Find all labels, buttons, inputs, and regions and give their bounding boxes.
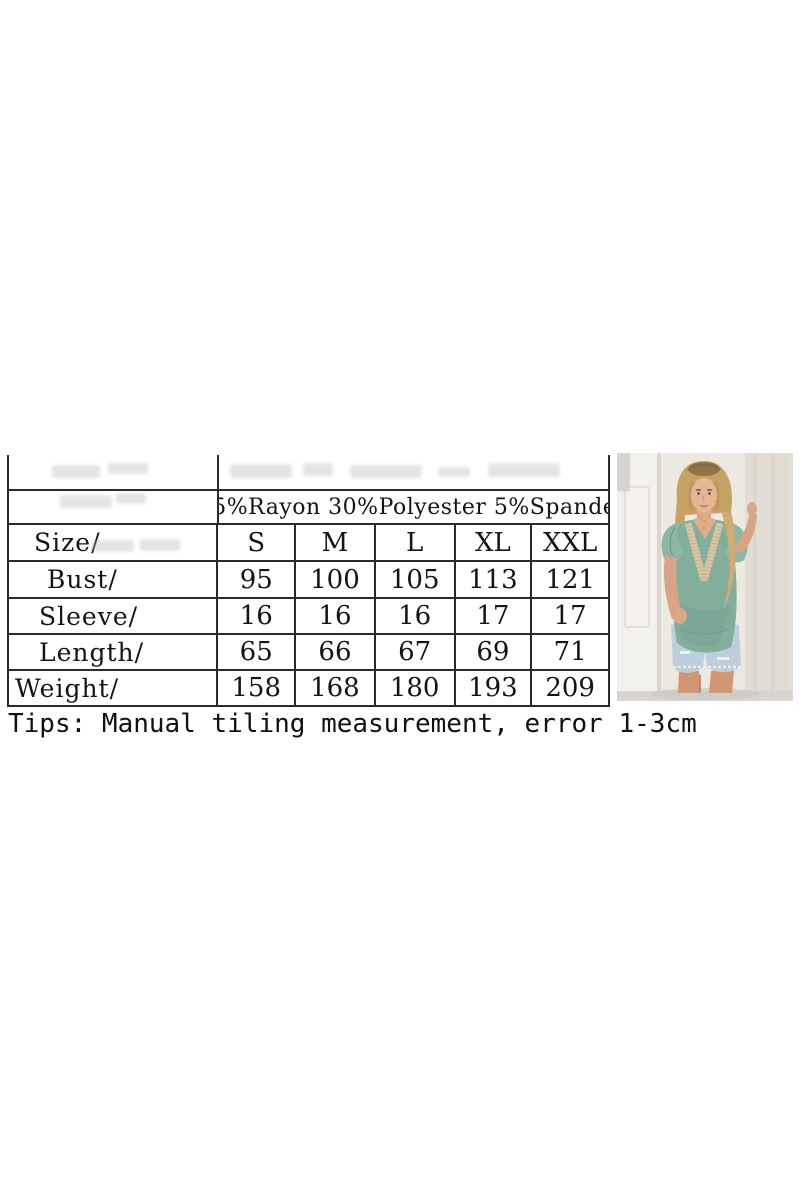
bust-xl: 113	[456, 562, 533, 597]
floor-shadow	[649, 688, 761, 700]
table-row-size-header: Size/ S M L XL XXL	[9, 525, 608, 562]
table-row-bust: Bust/ 95 100 105 113 121	[9, 562, 608, 599]
ghost-text	[108, 463, 148, 474]
ghost-text	[140, 539, 180, 551]
sleeve-s: 16	[218, 599, 297, 633]
sleeve-fold	[669, 526, 676, 557]
table-row-weight: Weight/ 158 168 180 193 209	[9, 671, 608, 707]
hem-fold	[680, 628, 730, 635]
table-row-length: Length/ 65 66 67 69 71	[9, 635, 608, 671]
arm-right-raised	[734, 510, 757, 553]
leg-left	[678, 671, 701, 693]
face	[691, 478, 717, 512]
bust-m: 100	[296, 562, 376, 597]
lace-trim	[684, 522, 708, 582]
ghost-label-cell	[9, 455, 219, 489]
ghost-text	[230, 464, 292, 478]
mouth	[699, 504, 709, 508]
weight-m: 168	[296, 671, 376, 705]
hand-right	[747, 502, 757, 516]
ghost-text	[488, 463, 560, 477]
weight-xl: 193	[456, 671, 533, 705]
size-header-label: Size/	[9, 525, 219, 560]
ghost-text	[438, 467, 470, 477]
size-table: 65%Rayon 30%Polyester 5%Spandex Size/ S …	[7, 455, 610, 707]
earring	[714, 499, 718, 503]
distress-mark	[717, 657, 729, 660]
product-photo	[617, 453, 793, 701]
size-col-s: S	[218, 525, 297, 560]
sleeve-xl: 17	[456, 599, 533, 633]
weight-s: 158	[218, 671, 297, 705]
distress-mark	[680, 651, 690, 654]
nose	[702, 495, 705, 501]
ghost-text	[303, 463, 333, 476]
ghost-text	[52, 465, 100, 478]
length-label: Length/	[9, 635, 219, 669]
leg-right	[709, 671, 734, 693]
door-frame	[657, 453, 661, 701]
sleeve-label: Sleeve/	[9, 599, 219, 633]
fabric-label-cell	[9, 491, 219, 523]
door-panel	[624, 486, 650, 628]
necklace-pendant	[702, 526, 706, 530]
weight-l: 180	[376, 671, 456, 705]
ghost-text	[60, 495, 112, 508]
length-xxl: 71	[553, 637, 587, 667]
sleeve-left	[661, 523, 684, 562]
bust-l: 105	[376, 562, 456, 597]
hand-left	[673, 608, 687, 624]
top-shading	[679, 603, 731, 647]
model-photo-illustration	[617, 453, 793, 701]
sleeve-l: 16	[376, 599, 456, 633]
length-s: 65	[218, 635, 297, 669]
eye	[697, 492, 700, 495]
fabric-composition: 65%Rayon 30%Polyester 5%Spandex	[219, 494, 608, 520]
necklace	[697, 514, 711, 522]
mirror-edge	[617, 453, 630, 491]
wall-right-panel	[745, 453, 793, 701]
eye	[708, 492, 711, 495]
size-col-xxl: XXL	[542, 527, 598, 558]
bust-xxl: 121	[545, 564, 595, 595]
hair-front-left	[688, 481, 695, 511]
size-col-m: M	[296, 525, 376, 560]
tips-note: Tips: Manual tiling measurement, error 1…	[8, 709, 697, 739]
weight-xxl: 209	[545, 673, 595, 703]
length-l: 67	[376, 635, 456, 669]
sleeve-xxl: 17	[553, 601, 587, 631]
bust-s: 95	[218, 562, 297, 597]
table-row-fabric: 65%Rayon 30%Polyester 5%Spandex	[9, 491, 608, 525]
table-row-ghost	[9, 455, 608, 491]
lace-trim	[700, 522, 724, 582]
arm-left	[663, 555, 683, 619]
length-xl: 69	[456, 635, 533, 669]
hair-strand-front	[721, 511, 736, 609]
weight-label: Weight/	[9, 671, 219, 705]
hair-front-right	[713, 481, 720, 511]
length-m: 66	[296, 635, 376, 669]
bust-label: Bust/	[9, 562, 219, 597]
table-row-sleeve: Sleeve/ 16 16 16 17 17	[9, 599, 608, 635]
size-col-l: L	[376, 525, 456, 560]
ghost-text	[116, 493, 146, 504]
hair-crown	[688, 462, 720, 476]
size-col-xl: XL	[456, 525, 533, 560]
ghost-text	[92, 540, 134, 552]
ghost-text	[350, 465, 422, 478]
sleeve-m: 16	[296, 599, 376, 633]
